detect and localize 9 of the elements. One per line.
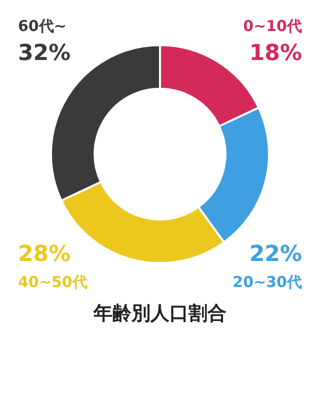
data-label: 32% [18, 40, 71, 66]
slice-label: 60代~ [18, 16, 66, 35]
slice-label: 20~30代 [232, 272, 302, 291]
slice-label: 40~50代 [18, 272, 88, 291]
data-label: 22% [249, 242, 302, 267]
slice-label: 0~10代 [243, 16, 302, 35]
data-label: 18% [249, 40, 302, 66]
data-label: 28% [18, 242, 71, 267]
text: 年齢別人口割合 [92, 302, 226, 325]
